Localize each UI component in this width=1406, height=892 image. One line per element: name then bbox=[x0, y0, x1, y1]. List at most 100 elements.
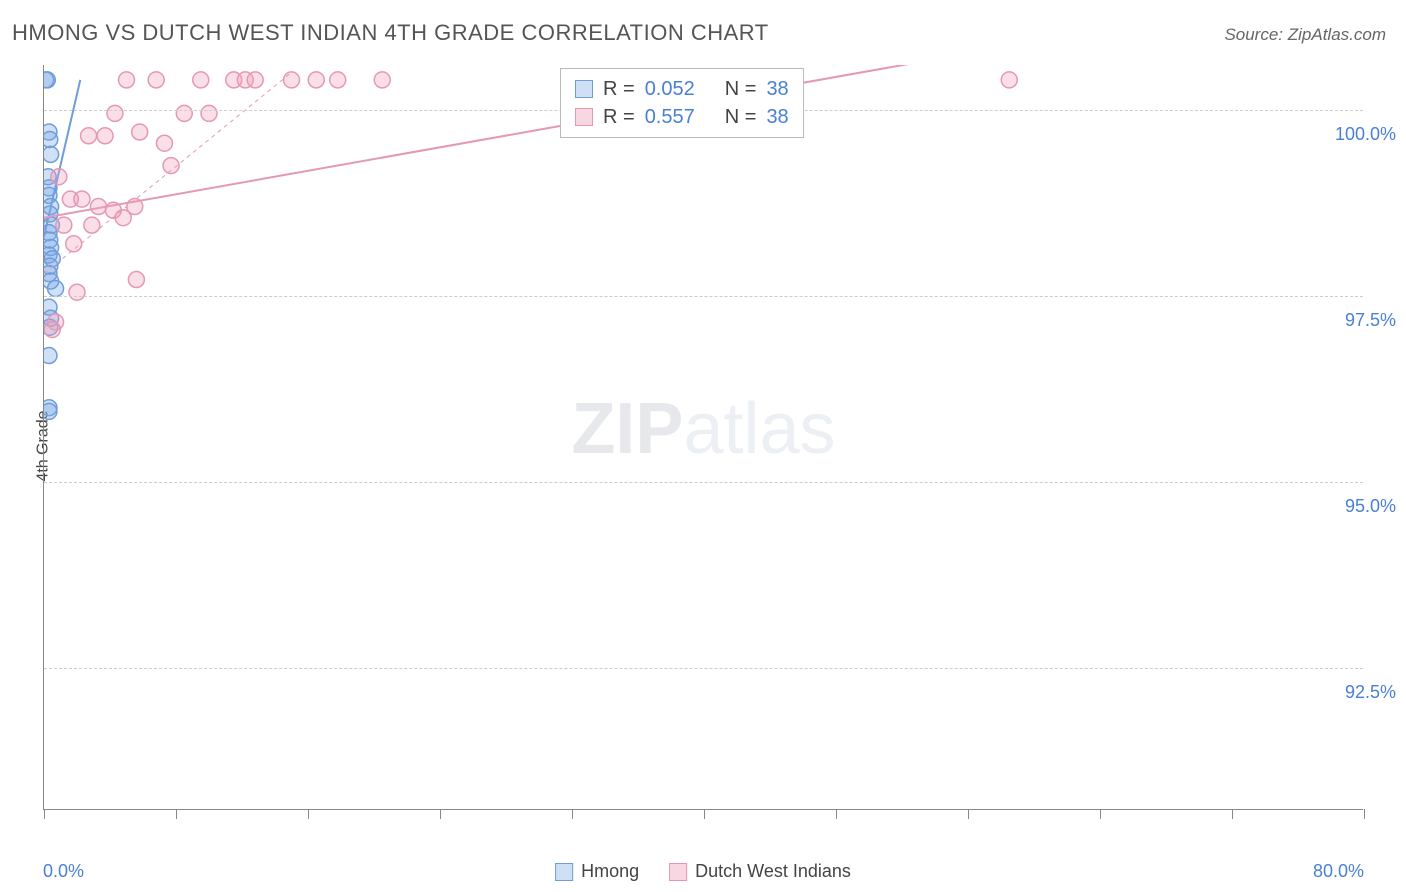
data-point bbox=[44, 132, 58, 148]
data-point bbox=[44, 180, 57, 196]
data-point bbox=[51, 169, 67, 185]
x-tick bbox=[704, 809, 705, 819]
x-tick bbox=[1100, 809, 1101, 819]
x-tick bbox=[572, 809, 573, 819]
data-point bbox=[44, 319, 58, 335]
x-tick bbox=[176, 809, 177, 819]
data-point bbox=[44, 400, 57, 416]
stat-r-value: 0.052 bbox=[645, 75, 695, 103]
stats-legend-row: R = 0.052 N = 38 bbox=[575, 75, 789, 103]
data-point bbox=[148, 72, 164, 88]
data-point bbox=[156, 135, 172, 151]
data-point bbox=[44, 240, 59, 256]
x-tick bbox=[1364, 809, 1365, 819]
data-point bbox=[44, 321, 60, 337]
legend-swatch bbox=[575, 108, 593, 126]
stats-legend-row: R = 0.557 N = 38 bbox=[575, 103, 789, 131]
x-tick bbox=[44, 809, 45, 819]
data-point bbox=[163, 158, 179, 174]
trend-line-dashed bbox=[44, 72, 292, 273]
stat-n-value: 38 bbox=[766, 103, 788, 131]
stat-n-value: 38 bbox=[766, 75, 788, 103]
x-tick bbox=[836, 809, 837, 819]
legend-item-hmong: Hmong bbox=[555, 861, 639, 882]
data-point bbox=[330, 72, 346, 88]
data-point bbox=[56, 217, 72, 233]
legend-label-hmong: Hmong bbox=[581, 861, 639, 882]
data-point bbox=[247, 72, 263, 88]
data-point bbox=[176, 105, 192, 121]
source-attribution: Source: ZipAtlas.com bbox=[1224, 25, 1386, 45]
legend-swatch-dwi bbox=[669, 863, 687, 881]
data-point bbox=[44, 299, 57, 315]
data-point bbox=[44, 232, 58, 248]
y-tick-label: 92.5% bbox=[1345, 682, 1396, 703]
data-point bbox=[1001, 72, 1017, 88]
data-point bbox=[119, 72, 135, 88]
chart-plot-area: ZIPatlas bbox=[43, 65, 1363, 810]
data-point bbox=[44, 169, 56, 185]
trend-line bbox=[44, 80, 80, 236]
legend-bottom: Hmong Dutch West Indians bbox=[555, 861, 851, 882]
data-point bbox=[44, 72, 55, 88]
data-point bbox=[69, 284, 85, 300]
stat-n-label: N = bbox=[725, 103, 757, 131]
data-point bbox=[105, 202, 121, 218]
data-point bbox=[127, 199, 143, 215]
x-tick bbox=[968, 809, 969, 819]
watermark: ZIPatlas bbox=[571, 388, 835, 470]
data-point bbox=[44, 403, 57, 419]
stat-r-label: R = bbox=[603, 75, 635, 103]
x-tick-label: 80.0% bbox=[1313, 861, 1364, 882]
data-point bbox=[128, 272, 144, 288]
x-tick bbox=[308, 809, 309, 819]
data-point bbox=[48, 281, 64, 297]
data-point bbox=[44, 124, 57, 140]
data-point bbox=[48, 314, 64, 330]
y-tick-label: 95.0% bbox=[1345, 496, 1396, 517]
y-tick-label: 97.5% bbox=[1345, 310, 1396, 331]
data-point bbox=[84, 217, 100, 233]
data-point bbox=[66, 236, 82, 252]
data-point bbox=[201, 105, 217, 121]
data-point bbox=[44, 206, 58, 222]
data-point bbox=[44, 266, 57, 282]
data-point bbox=[90, 199, 106, 215]
legend-item-dwi: Dutch West Indians bbox=[669, 861, 851, 882]
data-point bbox=[74, 191, 90, 207]
data-point bbox=[374, 72, 390, 88]
scatter-svg bbox=[44, 65, 1364, 810]
data-point bbox=[226, 72, 242, 88]
data-point bbox=[81, 128, 97, 144]
data-point bbox=[284, 72, 300, 88]
data-point bbox=[97, 128, 113, 144]
stat-r-value: 0.557 bbox=[645, 103, 695, 131]
y-tick-label: 100.0% bbox=[1335, 124, 1396, 145]
data-point bbox=[44, 251, 60, 267]
data-point bbox=[237, 72, 253, 88]
data-point bbox=[44, 310, 59, 326]
data-point bbox=[308, 72, 324, 88]
data-point bbox=[44, 146, 59, 162]
data-point bbox=[115, 210, 131, 226]
gridline bbox=[44, 482, 1363, 483]
legend-swatch-hmong bbox=[555, 863, 573, 881]
data-point bbox=[107, 105, 123, 121]
x-tick-label: 0.0% bbox=[43, 861, 84, 882]
chart-title: HMONG VS DUTCH WEST INDIAN 4TH GRADE COR… bbox=[12, 20, 769, 46]
stats-legend-box: R = 0.052 N = 38 R = 0.557 N = 38 bbox=[560, 68, 804, 138]
data-point bbox=[44, 258, 58, 274]
data-point bbox=[193, 72, 209, 88]
data-point bbox=[44, 225, 57, 241]
data-point bbox=[44, 187, 57, 203]
data-point bbox=[62, 191, 78, 207]
stat-r-label: R = bbox=[603, 103, 635, 131]
gridline bbox=[44, 668, 1363, 669]
x-tick bbox=[1232, 809, 1233, 819]
stat-n-label: N = bbox=[725, 75, 757, 103]
legend-swatch bbox=[575, 80, 593, 98]
x-tick bbox=[440, 809, 441, 819]
data-point bbox=[44, 348, 57, 364]
data-point bbox=[44, 217, 59, 233]
data-point bbox=[44, 273, 59, 289]
